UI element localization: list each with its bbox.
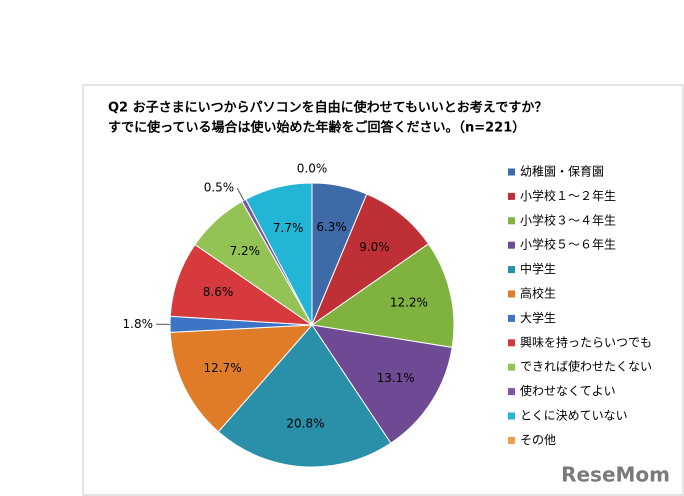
pie-slice xyxy=(310,193,430,327)
legend-swatch xyxy=(508,388,515,396)
legend-label: 小学校１～２年生 xyxy=(520,188,616,203)
data-label: 12.2% xyxy=(390,295,428,309)
data-label: 13.1% xyxy=(377,371,415,385)
data-label: 6.3% xyxy=(316,220,347,234)
data-label: 12.7% xyxy=(203,361,241,375)
data-label: 9.0% xyxy=(359,240,390,254)
legend-swatch xyxy=(508,290,515,298)
legend-swatch xyxy=(508,266,515,274)
chart-frame xyxy=(82,84,684,496)
legend-swatch xyxy=(508,314,515,322)
data-label: 8.6% xyxy=(203,285,234,299)
pie-slice xyxy=(310,243,455,349)
legend-label: できれば使わせたくない xyxy=(520,359,652,374)
data-label: 20.8% xyxy=(286,417,324,431)
legend-label: 幼稚園・保育園 xyxy=(520,164,604,179)
pie-slice xyxy=(169,324,314,433)
pie-slice xyxy=(310,324,453,444)
legend-label: とくに決めていない xyxy=(520,409,628,423)
legend-label: 大学生 xyxy=(520,310,556,325)
legend-swatch xyxy=(508,412,515,420)
legend-swatch xyxy=(508,436,515,444)
legend-swatch xyxy=(508,241,515,249)
data-label: 0.5% xyxy=(204,181,235,195)
chart-title: Q2 お子さまにいつからパソコンを自由に使わせてもいいとお考えですか？ xyxy=(108,100,547,116)
legend-label: その他 xyxy=(520,433,556,447)
legend-label: 使わせなくてよい xyxy=(520,383,616,398)
data-label: 0.0% xyxy=(297,162,328,176)
legend-swatch xyxy=(508,217,515,225)
legend-label: 高校生 xyxy=(520,286,556,301)
legend-swatch xyxy=(508,363,515,371)
legend-swatch xyxy=(508,192,515,200)
data-label: 1.8% xyxy=(123,317,154,331)
data-label: 7.2% xyxy=(230,244,261,258)
legend-swatch xyxy=(508,168,515,176)
leader-line xyxy=(236,187,245,201)
legend-swatch xyxy=(508,339,515,347)
pie-slice xyxy=(217,324,392,468)
legend-label: 興味を持ったらいつでも xyxy=(520,334,652,349)
legend-label: 小学校３～４年生 xyxy=(520,212,616,227)
chart-title: すでに使っている場合は使い始めた年齢をご回答ください。（n=221） xyxy=(108,120,525,136)
data-label: 7.7% xyxy=(273,221,304,235)
legend-label: 小学校５～６年生 xyxy=(520,237,616,252)
watermark: ReseMom xyxy=(561,463,670,487)
legend-label: 中学生 xyxy=(520,261,556,276)
